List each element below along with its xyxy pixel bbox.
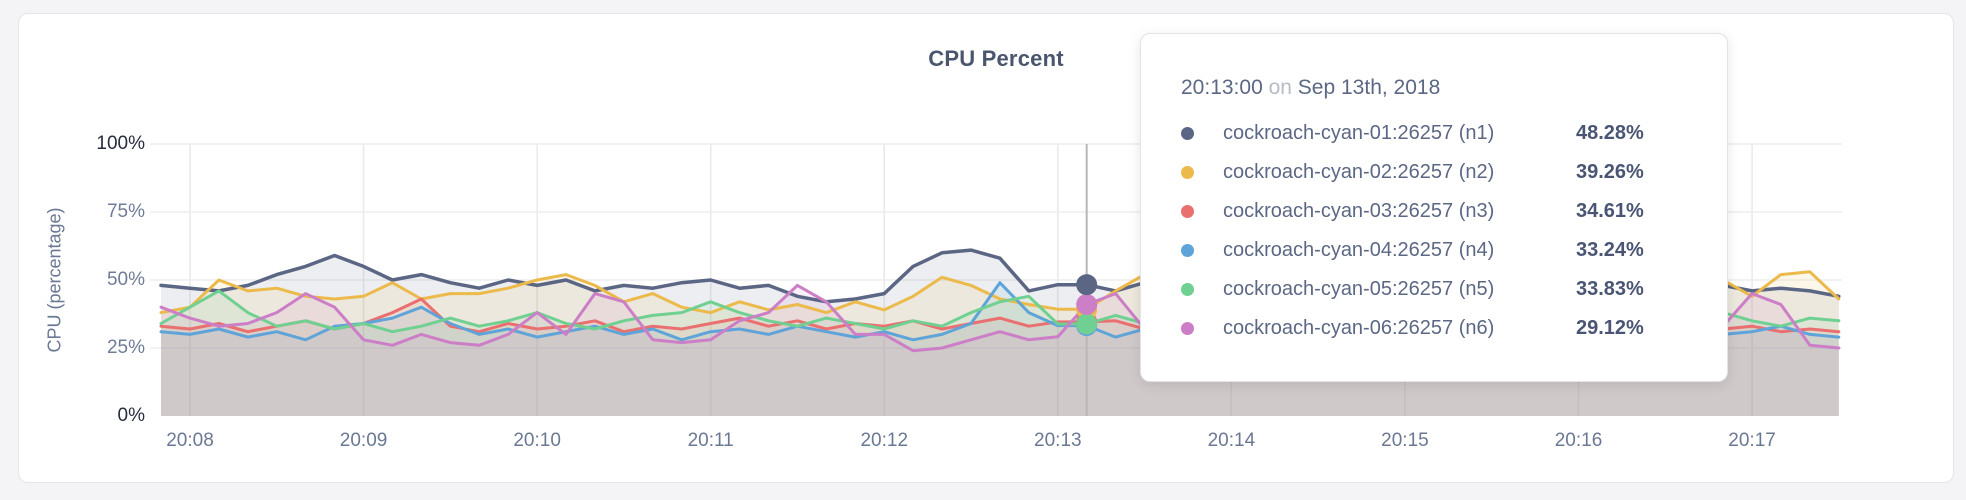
tooltip-series-value: 33.83% xyxy=(1576,278,1644,300)
y-axis-tick: 25% xyxy=(106,337,145,358)
x-axis-tick: 20:14 xyxy=(1207,430,1256,451)
series-color-dot-icon xyxy=(1181,166,1194,179)
tooltip-series-name: cockroach-cyan-03:26257 (n3) xyxy=(1223,200,1495,222)
tooltip-row: cockroach-cyan-02:26257 (n2) 39.26% xyxy=(1181,153,1727,192)
tooltip-series-name: cockroach-cyan-06:26257 (n6) xyxy=(1223,317,1495,339)
y-axis-tick: 100% xyxy=(96,133,145,154)
tooltip-row: cockroach-cyan-03:26257 (n3) 34.61% xyxy=(1181,192,1727,231)
x-axis-tick: 20:16 xyxy=(1554,430,1603,451)
x-axis-tick: 20:08 xyxy=(166,430,214,451)
tooltip-series-name: cockroach-cyan-02:26257 (n2) xyxy=(1223,161,1495,183)
y-axis-tick: 0% xyxy=(117,405,145,426)
tooltip-series-value: 29.12% xyxy=(1576,317,1644,339)
x-axis-tick: 20:10 xyxy=(513,430,561,451)
series-area xyxy=(161,290,1839,416)
x-axis-tick: 20:09 xyxy=(339,430,388,451)
series-color-dot-icon xyxy=(1181,244,1194,257)
tooltip-series-value: 39.26% xyxy=(1576,161,1644,183)
x-axis-tick: 20:11 xyxy=(687,430,734,451)
hover-tooltip: 20:13:00 on Sep 13th, 2018 cockroach-cya… xyxy=(1140,33,1728,382)
tooltip-series-value: 48.28% xyxy=(1576,122,1644,144)
tooltip-row: cockroach-cyan-04:26257 (n4) 33.24% xyxy=(1181,231,1727,270)
tooltip-date: Sep 13th, 2018 xyxy=(1297,76,1441,99)
series-color-dot-icon xyxy=(1181,205,1194,218)
hover-point xyxy=(1076,293,1098,315)
x-axis-tick: 20:12 xyxy=(860,430,909,451)
series-color-dot-icon xyxy=(1181,127,1194,140)
tooltip-series-name: cockroach-cyan-05:26257 (n5) xyxy=(1223,278,1495,300)
tooltip-row: cockroach-cyan-01:26257 (n1) 48.28% xyxy=(1181,114,1727,153)
tooltip-header: 20:13:00 on Sep 13th, 2018 xyxy=(1181,74,1727,102)
tooltip-rows: cockroach-cyan-01:26257 (n1) 48.28% cockro… xyxy=(1181,114,1727,348)
hover-point xyxy=(1076,274,1098,296)
x-axis-tick: 20:15 xyxy=(1381,430,1429,451)
series-area xyxy=(161,282,1839,416)
tooltip-series-value: 34.61% xyxy=(1576,200,1644,222)
tooltip-series-value: 33.24% xyxy=(1576,239,1644,261)
tooltip-conjunction: on xyxy=(1268,76,1292,99)
series-color-dot-icon xyxy=(1181,283,1194,296)
y-axis-tick: 50% xyxy=(106,269,145,290)
series-area xyxy=(161,285,1839,416)
tooltip-series-name: cockroach-cyan-01:26257 (n1) xyxy=(1223,122,1495,144)
tooltip-series-name: cockroach-cyan-04:26257 (n4) xyxy=(1223,239,1495,261)
hover-point xyxy=(1076,313,1098,335)
y-axis-tick: 75% xyxy=(106,201,145,222)
tooltip-row: cockroach-cyan-06:26257 (n6) 29.12% xyxy=(1181,309,1727,348)
chart-title: CPU Percent xyxy=(928,46,1064,71)
tooltip-row: cockroach-cyan-05:26257 (n5) 33.83% xyxy=(1181,270,1727,309)
x-axis-tick: 20:17 xyxy=(1728,430,1776,451)
series-color-dot-icon xyxy=(1181,322,1194,335)
tooltip-time: 20:13:00 xyxy=(1181,76,1263,99)
x-axis-tick: 20:13 xyxy=(1034,430,1082,451)
